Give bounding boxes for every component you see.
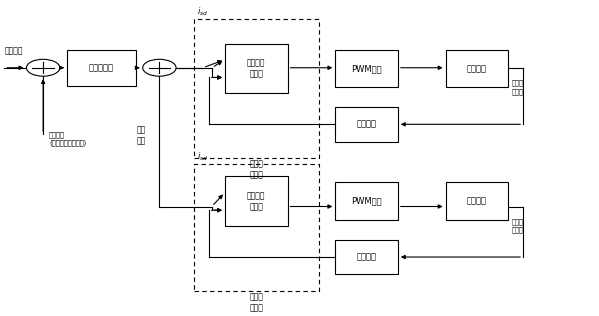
- FancyBboxPatch shape: [335, 182, 398, 220]
- Text: 三相输
出电流: 三相输 出电流: [511, 219, 523, 233]
- FancyBboxPatch shape: [335, 107, 398, 142]
- Text: 坐标变换: 坐标变换: [356, 252, 377, 262]
- Text: 速度调节器: 速度调节器: [89, 63, 114, 72]
- Text: 主变频器: 主变频器: [467, 64, 487, 73]
- Text: 转矩电
流反馈: 转矩电 流反馈: [250, 293, 264, 313]
- Text: 从变频器: 从变频器: [467, 197, 487, 206]
- FancyBboxPatch shape: [225, 176, 288, 226]
- Text: 速度给定: 速度给定: [4, 47, 23, 56]
- Text: 总线
通讯: 总线 通讯: [137, 125, 146, 146]
- Text: 转矩电流
调节器: 转矩电流 调节器: [247, 58, 265, 79]
- Text: 三相输
出电流: 三相输 出电流: [511, 80, 523, 94]
- FancyBboxPatch shape: [335, 50, 398, 87]
- FancyBboxPatch shape: [67, 50, 135, 86]
- FancyBboxPatch shape: [225, 44, 288, 94]
- FancyBboxPatch shape: [446, 182, 508, 220]
- Text: 转矩电流
调节器: 转矩电流 调节器: [247, 191, 265, 211]
- Text: 速度反馈
(来自速度检测环节): 速度反馈 (来自速度检测环节): [49, 131, 86, 146]
- FancyBboxPatch shape: [446, 50, 508, 87]
- Text: PWM调制: PWM调制: [351, 64, 382, 73]
- Text: 转矩电
流反馈: 转矩电 流反馈: [250, 160, 264, 180]
- Text: $i_{sd}$: $i_{sd}$: [197, 150, 208, 163]
- FancyBboxPatch shape: [335, 240, 398, 274]
- Text: $i_{sd}$: $i_{sd}$: [197, 5, 208, 18]
- Text: PWM调制: PWM调制: [351, 197, 382, 206]
- Text: 坐标变换: 坐标变换: [356, 120, 377, 129]
